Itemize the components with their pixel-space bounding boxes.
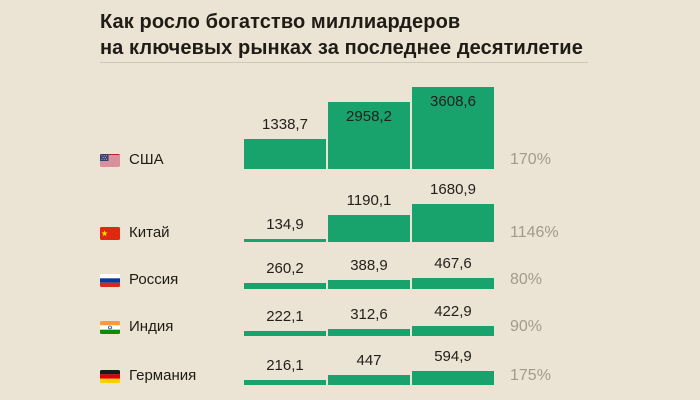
country-label-group: Индия <box>100 318 173 336</box>
bar <box>244 239 326 242</box>
bar <box>244 283 326 289</box>
bar-value-label: 594,9 <box>434 348 472 365</box>
bar-value-label: 422,9 <box>434 303 472 320</box>
bar <box>412 326 494 336</box>
bar-value-label: 447 <box>356 352 382 369</box>
growth-percent-label: 175% <box>510 367 551 384</box>
country-name: Россия <box>129 271 179 288</box>
growth-percent-label: 1146% <box>510 224 559 241</box>
bar <box>328 102 410 169</box>
bar <box>412 371 494 385</box>
bar-value-label: 312,6 <box>350 306 388 323</box>
country-label-group: Россия <box>100 271 178 289</box>
cn-flag-icon <box>100 226 120 240</box>
bar <box>412 278 494 289</box>
bar-value-label: 260,2 <box>266 260 304 277</box>
country-name: Германия <box>129 367 197 384</box>
ru-flag-icon <box>100 273 120 287</box>
bar <box>328 215 410 242</box>
bar <box>244 139 326 169</box>
bar <box>244 331 326 336</box>
country-name: Китай <box>129 224 170 241</box>
growth-percent-label: 170% <box>510 151 551 168</box>
bar-value-label: 3608,6 <box>430 93 476 110</box>
country-label-group: США <box>100 151 164 169</box>
country-name: США <box>129 151 164 168</box>
bar-value-label: 216,1 <box>266 357 304 374</box>
bar <box>412 87 494 169</box>
bar <box>244 380 326 385</box>
bar-value-label: 2958,2 <box>346 108 392 125</box>
growth-percent-label: 80% <box>510 271 543 288</box>
de-flag-icon <box>100 369 120 383</box>
bar-value-label: 388,9 <box>350 257 388 274</box>
chart-title-line1: Как росло богатство миллиардеров <box>100 11 461 33</box>
chart-title: Как росло богатство миллиардеров на ключ… <box>100 9 583 61</box>
bar <box>328 375 410 385</box>
in-flag-icon <box>100 320 120 334</box>
bar-value-label: 1338,7 <box>262 116 308 133</box>
country-label-group: Германия <box>100 367 196 385</box>
bar-value-label: 467,6 <box>434 255 472 272</box>
country-name: Индия <box>129 318 174 335</box>
bar-value-label: 1680,9 <box>430 181 476 198</box>
growth-percent-label: 90% <box>510 318 543 335</box>
us-flag-icon <box>100 153 120 167</box>
title-divider <box>100 62 588 63</box>
bar-value-label: 1190,1 <box>346 192 392 209</box>
bar <box>328 329 410 336</box>
bar <box>412 204 494 242</box>
bar-value-label: 222,1 <box>266 308 304 325</box>
bar <box>328 280 410 289</box>
country-label-group: Китай <box>100 224 170 242</box>
bar-value-label: 134,9 <box>266 216 304 233</box>
chart-title-line2: на ключевых рынках за последнее десятиле… <box>100 37 583 59</box>
